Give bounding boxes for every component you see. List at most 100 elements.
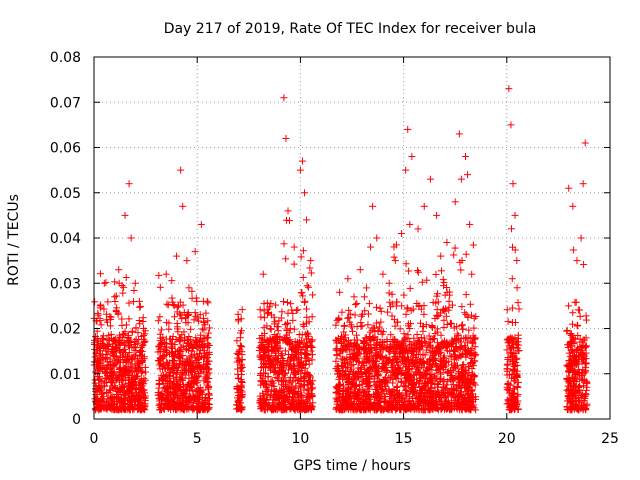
data-point — [116, 341, 124, 349]
data-point — [106, 322, 114, 330]
data-point — [114, 310, 122, 318]
data-point — [128, 402, 136, 410]
data-point — [103, 389, 111, 397]
data-point — [290, 325, 298, 333]
data-point — [173, 319, 181, 327]
data-point — [138, 400, 146, 408]
data-point — [294, 306, 302, 314]
data-point — [274, 327, 282, 335]
data-point — [398, 229, 406, 237]
data-point — [199, 297, 207, 305]
data-point — [116, 334, 124, 342]
data-point — [129, 390, 137, 398]
data-point — [141, 376, 149, 384]
data-point — [514, 383, 522, 391]
data-point — [445, 297, 453, 305]
data-point — [377, 307, 385, 315]
data-point — [360, 293, 368, 301]
data-point — [120, 283, 128, 291]
data-point — [121, 345, 129, 353]
data-point — [130, 351, 138, 359]
data-point — [385, 279, 393, 287]
data-point — [115, 366, 123, 374]
data-point — [432, 270, 440, 278]
data-point — [168, 294, 176, 302]
data-point — [111, 356, 119, 364]
data-point — [121, 376, 129, 384]
data-point — [140, 353, 148, 361]
data-point — [100, 305, 108, 313]
x-tick-label: 5 — [193, 431, 202, 447]
data-point — [100, 279, 108, 287]
data-point — [459, 325, 467, 333]
data-point — [94, 395, 102, 403]
data-point — [111, 335, 119, 343]
data-point — [303, 329, 311, 337]
data-point — [344, 275, 352, 283]
data-point — [308, 313, 316, 321]
data-point — [119, 404, 127, 412]
data-point — [464, 171, 472, 179]
data-point — [296, 166, 304, 174]
data-point — [503, 306, 511, 314]
data-point — [136, 302, 144, 310]
data-point — [134, 355, 142, 363]
y-tick-label: 0 — [72, 412, 81, 428]
data-point — [280, 94, 288, 102]
data-point — [372, 303, 380, 311]
data-point — [304, 283, 312, 291]
data-point — [280, 240, 288, 248]
data-point — [469, 241, 477, 249]
data-point — [307, 269, 315, 277]
data-point — [188, 287, 196, 295]
data-point — [455, 130, 463, 138]
data-point — [290, 243, 298, 251]
data-point — [298, 157, 306, 165]
data-point — [111, 293, 119, 301]
data-point — [336, 288, 344, 296]
data-point — [125, 396, 133, 404]
data-point — [272, 301, 280, 309]
data-point — [107, 372, 115, 380]
data-point — [563, 326, 571, 334]
data-point — [437, 331, 445, 339]
data-point — [377, 318, 385, 326]
data-point — [257, 313, 265, 321]
data-point — [504, 317, 512, 325]
data-point — [132, 324, 140, 332]
data-point — [440, 282, 448, 290]
data-point — [256, 306, 264, 314]
data-point — [185, 284, 193, 292]
data-point — [140, 374, 148, 382]
data-point — [154, 317, 162, 325]
data-point — [237, 364, 245, 372]
data-point — [507, 121, 515, 129]
data-point — [136, 360, 144, 368]
data-point — [109, 385, 117, 393]
data-point — [126, 355, 134, 363]
data-point — [91, 405, 99, 413]
data-point — [457, 266, 465, 274]
data-point — [111, 343, 119, 351]
data-point — [461, 309, 469, 317]
data-point — [173, 252, 181, 260]
data-point — [131, 344, 139, 352]
data-point — [96, 270, 104, 278]
data-point — [120, 400, 128, 408]
data-point — [357, 312, 365, 320]
data-point — [282, 216, 290, 224]
data-point — [136, 303, 144, 311]
data-point — [505, 85, 513, 93]
data-point — [126, 385, 134, 393]
data-point — [413, 330, 421, 338]
data-point — [369, 202, 377, 210]
data-point — [297, 253, 305, 261]
data-point — [124, 334, 132, 342]
data-point — [420, 202, 428, 210]
data-point — [357, 319, 365, 327]
data-point — [426, 175, 434, 183]
data-point — [235, 349, 243, 357]
data-point — [204, 299, 212, 307]
data-point — [131, 397, 139, 405]
data-point — [514, 378, 522, 386]
